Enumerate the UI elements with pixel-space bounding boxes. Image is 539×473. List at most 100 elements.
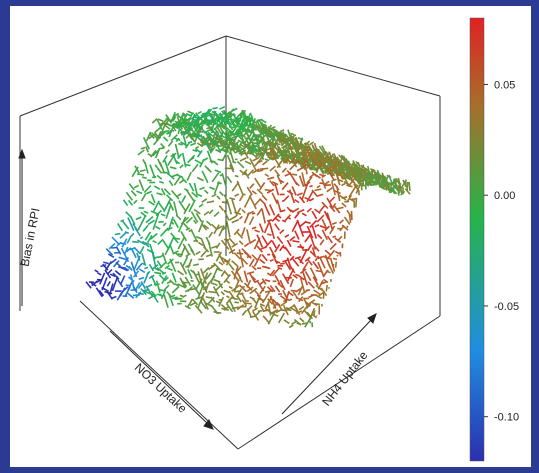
surface-strand [198, 220, 205, 233]
surface-strand [178, 142, 183, 146]
surface-strand [314, 188, 322, 192]
surface-strand [181, 195, 187, 203]
surface-strand [294, 198, 300, 204]
surface-strand [280, 295, 287, 301]
surface-strand [160, 188, 166, 196]
surface-strand [260, 157, 265, 160]
surface-strand [181, 177, 188, 184]
surface-strand [261, 278, 267, 285]
surface-strand [139, 169, 146, 173]
surface-strand [155, 225, 161, 230]
surface-strand [188, 199, 196, 213]
surface-strand [262, 160, 268, 166]
surface-strand [284, 260, 292, 271]
surface-strand [253, 253, 262, 267]
surface-strand [294, 230, 300, 240]
surface-strand [211, 119, 217, 122]
surface-strand [195, 145, 200, 149]
surface-strand [213, 224, 220, 235]
surface-strand [251, 275, 257, 281]
surface-strand [216, 127, 225, 138]
surface-strand [227, 139, 233, 150]
surface-strand [336, 254, 339, 257]
surface-strand [294, 141, 300, 150]
surface-strand [334, 250, 341, 255]
surface-strand [164, 264, 170, 270]
surface-strand [312, 260, 320, 270]
surface-strand [222, 135, 230, 140]
surface-strand [218, 281, 224, 289]
surface-strand [184, 276, 192, 287]
surface-strand [378, 173, 381, 186]
surface-strand [219, 123, 226, 130]
surface-strand [128, 265, 133, 271]
surface-strand [177, 153, 183, 160]
surface-strand [303, 150, 309, 161]
surface-strand [238, 249, 244, 268]
surface-strand [148, 291, 154, 296]
surface-strand [137, 214, 147, 231]
surface-strand [362, 177, 365, 187]
surface-strand [213, 262, 221, 270]
surface-strand [394, 181, 397, 189]
surface-strand [321, 145, 327, 154]
surface-strand [223, 109, 229, 120]
surface-strand [294, 212, 300, 219]
surface-strand [314, 223, 320, 228]
surface-strand [158, 274, 165, 281]
surface-strand [177, 270, 184, 276]
surface-strand [301, 157, 309, 164]
surface-strand [309, 219, 318, 228]
surface-strand [175, 214, 182, 221]
surface-strand [313, 173, 321, 179]
surface-strand [251, 265, 257, 271]
surface-strand [256, 188, 264, 195]
surface-strand [376, 176, 379, 185]
surface-strand [163, 284, 170, 291]
surface-strand [190, 122, 198, 133]
surface-strand [279, 244, 285, 252]
surface-strand [328, 153, 335, 161]
surface-strand [169, 279, 176, 286]
surface-strand [245, 112, 252, 123]
surface-strand [142, 137, 151, 150]
surface-strand [161, 252, 168, 264]
surface-strand [354, 165, 359, 176]
surface-strand [181, 116, 188, 129]
surface-strand [288, 324, 294, 329]
surface-strand [122, 266, 130, 271]
surface-strand [268, 204, 276, 216]
surface-strand [279, 229, 285, 235]
surface-strand [156, 192, 163, 196]
surface-strand [237, 148, 243, 154]
surface-strand [166, 172, 175, 180]
surface-strand [136, 252, 141, 261]
box-edge-front-left [79, 300, 239, 450]
surface-strand [252, 157, 259, 162]
surface-strand [210, 264, 216, 268]
surface-strand [238, 113, 244, 119]
surface-strand [174, 297, 183, 300]
surface-strand [289, 278, 294, 288]
surface-strand [304, 271, 312, 282]
surface-strand [138, 179, 145, 191]
surface-strand [261, 194, 268, 201]
surface-strand [336, 235, 343, 242]
surface-strand [193, 122, 198, 127]
surface-strand [246, 286, 254, 293]
surface-strand [185, 252, 191, 258]
surface-strand [186, 298, 194, 308]
surface-strand [154, 255, 162, 259]
surface-strand [160, 289, 167, 300]
surface-strand [225, 119, 234, 131]
surface-strand [228, 298, 236, 313]
surface-strand [265, 134, 271, 139]
surface-strand [196, 193, 203, 198]
surface-strand [231, 260, 239, 267]
surface-strand [397, 184, 403, 194]
surface-strand [305, 289, 311, 292]
surface-strand [238, 194, 244, 202]
surface-strand [248, 216, 255, 226]
surface-strand [117, 222, 123, 232]
surface-strand [319, 224, 327, 229]
